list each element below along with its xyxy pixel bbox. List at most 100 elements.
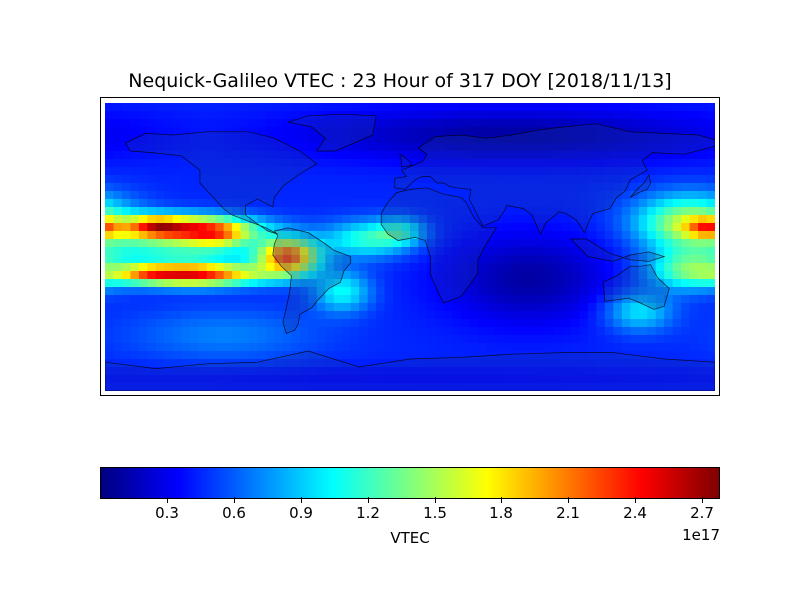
vtec-cell (181, 271, 191, 280)
vtec-cell (681, 247, 691, 256)
vtec-cell (596, 215, 606, 224)
vtec-cell (689, 247, 699, 256)
vtec-cell (511, 183, 521, 192)
vtec-cell (528, 279, 538, 288)
vtec-cell (587, 247, 597, 256)
vtec-cell (596, 231, 606, 240)
vtec-cell (672, 223, 682, 232)
vtec-cell (689, 319, 699, 328)
vtec-cell (367, 279, 377, 288)
vtec-cell (316, 303, 326, 312)
vtec-cell (401, 319, 411, 328)
vtec-cell (342, 303, 352, 312)
vtec-cell (376, 119, 386, 128)
vtec-cell (570, 127, 581, 136)
vtec-cell (198, 215, 208, 224)
vtec-cell (299, 255, 309, 264)
vtec-cell (282, 127, 292, 136)
vtec-cell (367, 319, 377, 328)
vtec-cell (333, 303, 343, 312)
vtec-cell (604, 375, 614, 384)
vtec-cell (452, 199, 462, 208)
vtec-cell (477, 239, 487, 248)
vtec-cell (664, 175, 674, 184)
vtec-cell (130, 199, 140, 208)
vtec-cell (681, 335, 691, 344)
vtec-cell (350, 311, 360, 320)
vtec-cell (240, 375, 250, 384)
vtec-cell (215, 135, 225, 144)
vtec-cell (376, 319, 386, 328)
vtec-cell (579, 199, 589, 208)
vtec-cell (299, 311, 309, 320)
vtec-cell (274, 127, 284, 136)
vtec-cell (172, 119, 182, 128)
vtec-cell (410, 327, 420, 336)
vtec-cell (486, 303, 496, 312)
vtec-cell (537, 295, 547, 304)
vtec-cell (376, 183, 386, 192)
vtec-cell (486, 271, 496, 280)
vtec-cell (621, 127, 631, 136)
vtec-cell (401, 199, 411, 208)
vtec-cell (672, 279, 682, 288)
vtec-cell (503, 103, 513, 112)
vtec-cell (215, 383, 225, 391)
vtec-cell (494, 111, 504, 120)
vtec-cell (570, 375, 581, 384)
vtec-cell (274, 143, 284, 152)
vtec-cell (274, 343, 284, 352)
vtec-cell (443, 223, 453, 232)
vtec-cell (418, 111, 428, 120)
vtec-cell (164, 239, 174, 248)
vtec-cell (232, 199, 242, 208)
vtec-cell (443, 239, 453, 248)
vtec-cell (359, 199, 369, 208)
vtec-cell (587, 207, 597, 216)
vtec-cell (265, 375, 276, 384)
vtec-cell (274, 375, 284, 384)
vtec-cell (282, 175, 292, 184)
vtec-cell (435, 255, 445, 264)
vtec-cell (316, 327, 326, 336)
vtec-cell (528, 327, 538, 336)
vtec-cell (384, 167, 394, 176)
vtec-cell (164, 151, 174, 160)
vtec-cell (299, 111, 309, 120)
vtec-cell (333, 175, 343, 184)
vtec-cell (198, 319, 208, 328)
vtec-cell (460, 111, 470, 120)
vtec-cell (333, 375, 343, 384)
vtec-cell (282, 191, 292, 200)
vtec-cell (664, 199, 674, 208)
vtec-cell (147, 263, 157, 272)
vtec-cell (410, 183, 420, 192)
vtec-cell (452, 303, 462, 312)
vtec-cell (105, 279, 115, 288)
vtec-cell (265, 319, 276, 328)
vtec-cell (325, 375, 335, 384)
vtec-cell (113, 119, 123, 128)
vtec-cell (138, 199, 148, 208)
vtec-cell (393, 191, 403, 200)
vtec-cell (232, 183, 242, 192)
vtec-cell (223, 295, 233, 304)
vtec-cell (630, 135, 640, 144)
vtec-cell (596, 151, 606, 160)
vtec-cell (282, 239, 292, 248)
vtec-cell (181, 111, 191, 120)
vtec-cell (350, 359, 360, 368)
vtec-cell (426, 119, 437, 128)
vtec-cell (172, 351, 182, 360)
vtec-cell (545, 191, 555, 200)
vtec-cell (706, 335, 715, 344)
vtec-cell (655, 367, 665, 376)
vtec-cell (647, 231, 657, 240)
vtec-cell (359, 367, 369, 376)
vtec-cell (164, 319, 174, 328)
vtec-cell (537, 207, 547, 216)
vtec-cell (121, 263, 132, 272)
vtec-cell (706, 351, 715, 360)
vtec-cell (393, 223, 403, 232)
vtec-cell (528, 247, 538, 256)
